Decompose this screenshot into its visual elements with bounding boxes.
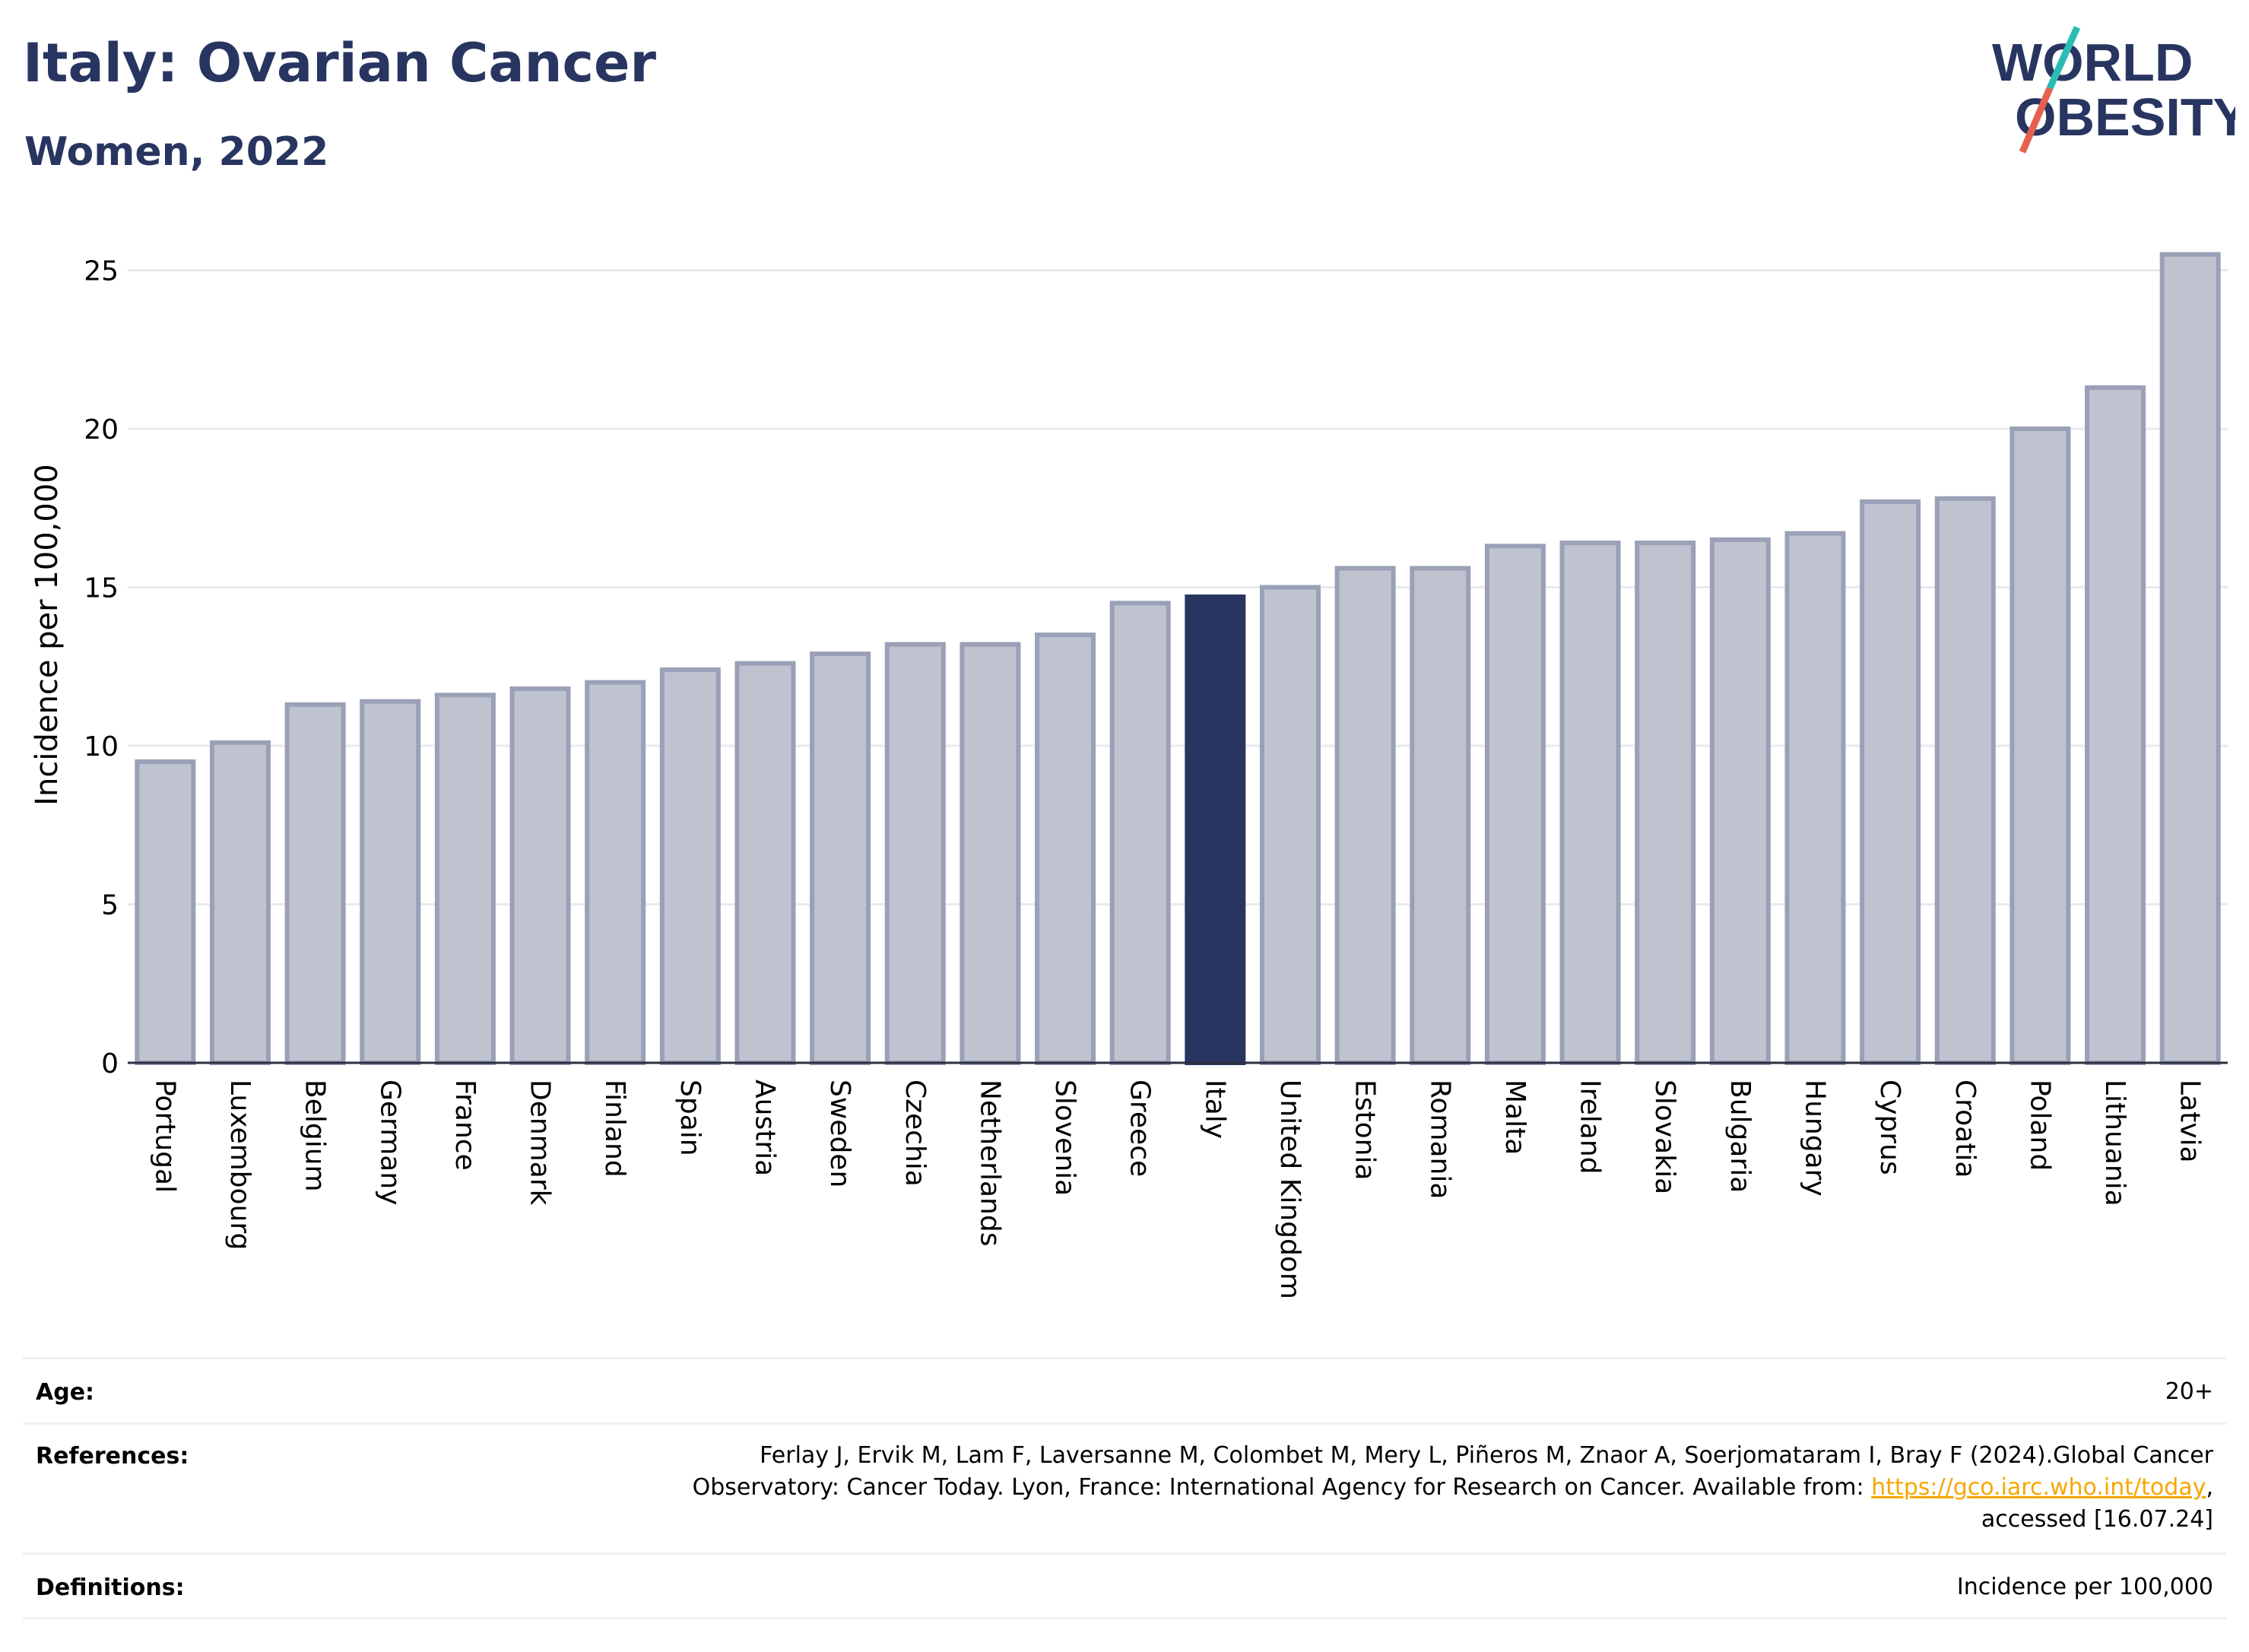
y-tick-label: 20: [84, 414, 119, 446]
logo-text-obesity: OBESITY: [2015, 87, 2235, 147]
bar-ireland: [1559, 541, 1621, 1065]
x-tick-label: Malta: [1499, 1080, 1531, 1155]
x-tick-label: Finland: [599, 1080, 630, 1178]
chart-title: Italy: Ovarian Cancer: [23, 32, 656, 94]
bar-germany: [360, 699, 421, 1065]
bar-denmark: [509, 686, 571, 1065]
references-line-1: Ferlay J, Ervik M, Lam F, Laversanne M, …: [760, 1442, 2213, 1469]
x-tick-label: Slovenia: [1049, 1080, 1080, 1196]
bar-hungary: [1784, 531, 1846, 1065]
x-tick-label: Estonia: [1350, 1080, 1381, 1181]
bar-netherlands: [960, 642, 1021, 1065]
age-value: 20+: [2165, 1378, 2213, 1405]
bar-slovenia: [1035, 633, 1096, 1065]
y-tick-label: 0: [101, 1048, 119, 1080]
bars: [135, 252, 2221, 1066]
references-line-3: accessed [16.07.24]: [1981, 1506, 2213, 1533]
bar-romania: [1410, 566, 1471, 1065]
bar-sweden: [810, 652, 871, 1065]
age-row: Age: 20+: [23, 1357, 2226, 1422]
info-table: Age: 20+ References: Ferlay J, Ervik M, …: [23, 1357, 2226, 1619]
x-tick-label: Ireland: [1575, 1080, 1606, 1175]
world-obesity-logo: WORLD OBESITY: [1992, 26, 2235, 154]
bar-lithuania: [2085, 385, 2146, 1066]
x-tick-label: Lithuania: [2099, 1080, 2130, 1206]
bar-luxembourg: [209, 740, 271, 1066]
bar-bulgaria: [1709, 537, 1771, 1065]
bar-malta: [1484, 544, 1546, 1065]
x-tick-label: Cyprus: [1874, 1080, 1905, 1175]
y-tick-label: 25: [84, 256, 119, 287]
x-tick-label: United Kingdom: [1274, 1080, 1305, 1299]
x-tick-labels: Portugal Luxembourg Belgium Germany France De…: [149, 1080, 2205, 1299]
age-label: Age:: [36, 1379, 95, 1406]
x-tick-label: Latvia: [2174, 1080, 2206, 1163]
bar-estonia: [1334, 566, 1396, 1065]
bar-finland: [585, 680, 646, 1065]
x-tick-label: Netherlands: [974, 1080, 1005, 1246]
bar-cyprus: [1860, 499, 1921, 1065]
x-tick-label: Italy: [1199, 1080, 1230, 1139]
definitions-value: Incidence per 100,000: [1956, 1574, 2213, 1600]
y-tick-label: 10: [84, 731, 119, 763]
x-tick-label: Portugal: [149, 1080, 180, 1193]
references-label: References:: [36, 1443, 189, 1470]
bar-austria: [734, 661, 796, 1065]
bar-greece: [1109, 601, 1171, 1065]
x-tick-label: Poland: [2024, 1080, 2055, 1171]
logo-slash-coral: [2019, 87, 2054, 154]
bar-belgium: [284, 702, 346, 1065]
x-tick-label: Greece: [1124, 1080, 1156, 1177]
references-text-3: ,: [2206, 1474, 2213, 1501]
references-row: References: Ferlay J, Ervik M, Lam F, La…: [23, 1422, 2226, 1552]
bar-france: [434, 693, 496, 1066]
y-tick-label: 5: [101, 890, 119, 921]
x-tick-label: Spain: [674, 1080, 706, 1156]
references-line-2: Observatory: Cancer Today. Lyon, France:…: [23, 1472, 2213, 1504]
bar-spain: [659, 667, 721, 1065]
x-tick-label: Luxembourg: [224, 1080, 255, 1250]
references-text-2: Observatory: Cancer Today. Lyon, France:…: [692, 1474, 1872, 1501]
x-tick-label: Bulgaria: [1724, 1080, 1756, 1193]
references-value: Ferlay J, Ervik M, Lam F, Laversanne M, …: [23, 1425, 2226, 1536]
definitions-label: Definitions:: [36, 1574, 185, 1601]
bar-united-kingdom: [1259, 585, 1321, 1065]
definitions-row: Definitions: Incidence per 100,000: [23, 1552, 2226, 1619]
x-tick-label: Germany: [374, 1080, 405, 1205]
x-tick-label: Belgium: [300, 1080, 331, 1192]
y-tick-label: 15: [84, 573, 119, 604]
bar-croatia: [1934, 496, 1996, 1065]
references-link[interactable]: https://gco.iarc.who.int/today: [1871, 1474, 2206, 1501]
x-tick-label: Denmark: [525, 1080, 556, 1206]
bar-latvia: [2159, 252, 2221, 1065]
x-tick-label: Romania: [1424, 1080, 1455, 1199]
x-tick-label: Czechia: [899, 1080, 931, 1187]
bar-poland: [2010, 426, 2071, 1065]
bar-slovakia: [1635, 541, 1696, 1065]
x-tick-label: France: [449, 1080, 481, 1171]
x-tick-label: Austria: [749, 1080, 780, 1176]
bar-italy: [1185, 595, 1246, 1065]
y-tick-labels: 0 5 10 15 20 25: [84, 256, 119, 1080]
logo-slash-teal: [2046, 26, 2081, 90]
x-tick-label: Croatia: [1949, 1080, 1981, 1178]
y-axis-label: Incidence per 100,000: [30, 464, 65, 806]
bar-portugal: [135, 759, 196, 1065]
logo-text-world: WORLD: [1992, 33, 2193, 92]
x-tick-label: Hungary: [1799, 1080, 1830, 1197]
bar-czechia: [884, 642, 946, 1065]
chart-subtitle: Women, 2022: [24, 129, 329, 175]
x-tick-label: Slovakia: [1649, 1080, 1680, 1194]
bar-chart: 0 5 10 15 20 25 Portugal Luxembourg Belgium Germ…: [30, 252, 2228, 1299]
x-tick-label: Sweden: [824, 1080, 855, 1187]
